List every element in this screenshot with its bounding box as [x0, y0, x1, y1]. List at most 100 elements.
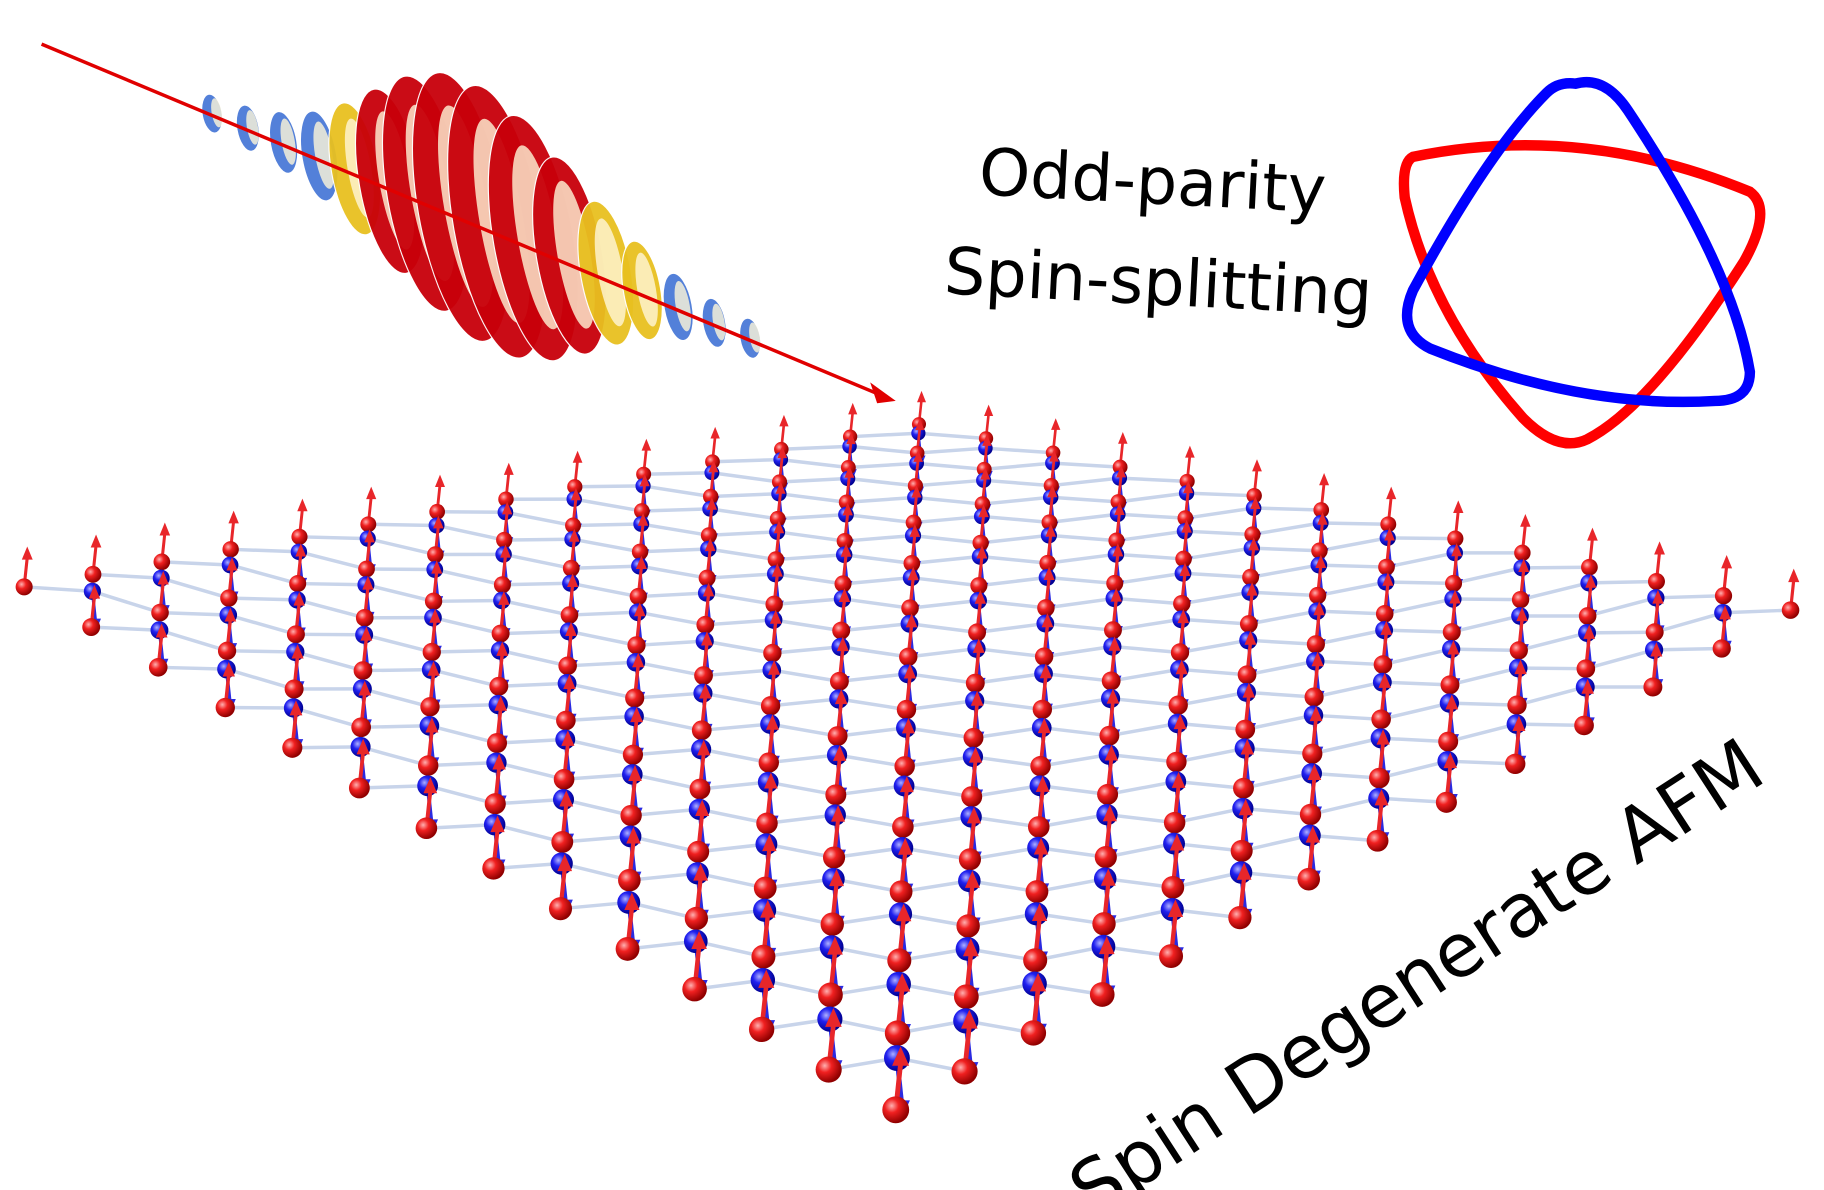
spin-arrowhead: [913, 449, 924, 462]
atom: [1378, 558, 1395, 576]
bond: [833, 877, 902, 894]
spin-arrowhead: [362, 576, 374, 590]
spin-arrowhead: [1311, 651, 1324, 667]
atom: [1159, 944, 1184, 969]
spin-arrowhead: [917, 390, 927, 403]
spin-up-atom: [1578, 574, 1597, 625]
bond: [700, 747, 770, 765]
atom: [487, 733, 508, 754]
spin-arrowhead: [492, 753, 506, 770]
spin-arrowhead: [1447, 640, 1460, 655]
atom: [907, 478, 924, 494]
bond: [1317, 609, 1385, 616]
atom: [636, 466, 652, 482]
atom: [551, 831, 574, 853]
atom: [1514, 544, 1531, 562]
spin-arrowhead: [762, 834, 777, 852]
atom: [700, 527, 717, 544]
bond: [227, 649, 296, 654]
spin-up-atom: [627, 602, 646, 655]
spin-arrowhead: [1384, 527, 1395, 541]
atom: [1025, 880, 1049, 903]
spin-up-atom: [884, 973, 911, 1046]
atom: [548, 897, 573, 921]
bond: [969, 846, 1039, 862]
bond: [702, 691, 771, 708]
bond: [24, 585, 93, 594]
bond: [904, 755, 974, 769]
atom: [1023, 948, 1048, 973]
bond: [1318, 563, 1387, 569]
spin-up-atom: [896, 663, 917, 720]
spin-up-atom: [1101, 636, 1121, 691]
spin-up-atom: [682, 931, 707, 1002]
spin-up-atom: [1714, 555, 1733, 605]
atom: [1177, 510, 1194, 527]
spin-arrowhead: [1102, 804, 1117, 822]
bond: [504, 537, 573, 542]
atom: [420, 697, 440, 717]
bond: [846, 495, 915, 505]
spin-arrowhead: [982, 434, 992, 446]
bond: [572, 522, 642, 528]
bond: [978, 575, 1048, 588]
propagation-axis: [40, 42, 888, 400]
atom: [696, 615, 715, 634]
spin-arrowhead: [1238, 798, 1253, 816]
spin-arrowhead: [88, 584, 101, 599]
bond: [912, 533, 981, 545]
spin-arrowhead: [961, 1009, 978, 1029]
spin-arrowhead: [291, 644, 304, 659]
bond: [1585, 648, 1655, 671]
spin-up-atom: [360, 486, 377, 533]
spin-arrowhead: [1116, 465, 1127, 478]
atom: [1442, 623, 1461, 642]
bond: [1243, 771, 1313, 790]
spin-up-atom: [420, 661, 440, 717]
bond: [1043, 644, 1113, 659]
bond: [572, 537, 641, 554]
atom: [496, 531, 513, 549]
spin-up-atom: [1034, 613, 1054, 666]
atom: [1230, 839, 1253, 862]
spin-arrowhead: [565, 621, 577, 637]
spin-up-atom: [815, 1007, 842, 1083]
bond: [777, 512, 847, 521]
spin-arrowhead: [838, 588, 851, 602]
bond: [229, 563, 299, 586]
bond: [971, 784, 1041, 799]
spin-up-atom: [834, 543, 852, 593]
bond: [708, 530, 778, 538]
bond: [1315, 628, 1385, 646]
bond: [496, 760, 565, 781]
spin-arrowhead: [1035, 775, 1050, 792]
spin-arrowhead: [1104, 744, 1119, 761]
spin-up-atom: [553, 730, 575, 790]
bond: [427, 784, 496, 806]
bond: [365, 583, 434, 603]
spin-up-atom: [82, 584, 101, 637]
spin-arrowhead: [771, 563, 783, 577]
bond: [499, 648, 569, 668]
spin-arrowhead: [498, 591, 510, 605]
bond: [161, 560, 231, 567]
spin-arrowhead: [632, 652, 645, 668]
spin-arrowhead: [1098, 936, 1115, 955]
atom: [1094, 846, 1117, 869]
atom: [698, 569, 716, 587]
bond: [833, 846, 903, 860]
atom: [691, 720, 712, 741]
spin-arrowhead: [21, 546, 33, 560]
bond: [91, 589, 161, 615]
bond: [640, 522, 710, 538]
spin-up-atom: [548, 854, 573, 921]
atom: [284, 679, 304, 699]
bond: [1655, 594, 1724, 600]
atom: [1166, 751, 1187, 773]
atom: [682, 976, 707, 1002]
bond: [1117, 512, 1186, 520]
spin-up-atom: [689, 739, 711, 800]
atom: [1170, 643, 1190, 662]
bond: [708, 547, 777, 562]
atom: [1712, 639, 1731, 658]
